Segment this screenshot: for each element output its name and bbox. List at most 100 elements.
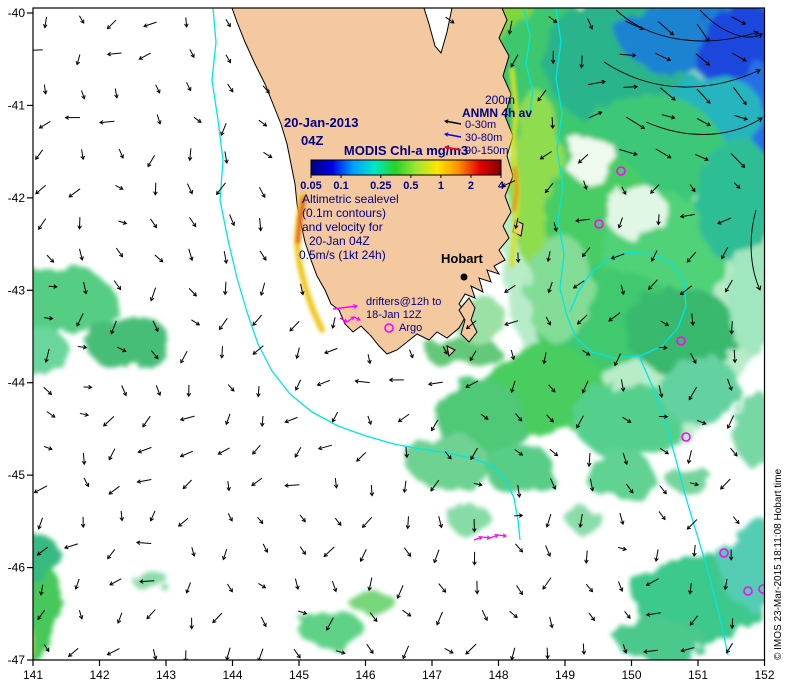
arrowhead <box>156 89 161 94</box>
velocity-arrow <box>546 414 554 423</box>
chl-patch <box>625 285 735 375</box>
velocity-arrow <box>680 213 695 218</box>
arrowhead <box>135 540 141 546</box>
arrowhead <box>465 650 470 655</box>
arrowhead <box>578 523 583 528</box>
arrowhead <box>622 190 627 196</box>
colorbar-tick-label: 1 <box>438 180 444 192</box>
velocity-arrow <box>470 447 478 460</box>
velocity-arrow <box>43 84 47 94</box>
velocity-arrow <box>324 347 338 354</box>
arrowhead <box>356 457 361 462</box>
velocity-arrow <box>620 284 625 295</box>
arrowhead <box>705 61 711 66</box>
velocity-arrow <box>227 384 235 392</box>
arrowhead <box>122 348 127 353</box>
arrowhead <box>581 252 587 258</box>
velocity-arrow <box>332 317 336 329</box>
velocity-arrow <box>730 153 745 168</box>
arrowhead <box>78 615 84 620</box>
velocity-arrow <box>35 184 47 195</box>
arrowhead <box>736 184 741 189</box>
anmn-title: ANMN 4h av <box>462 106 532 120</box>
velocity-arrow <box>180 450 193 457</box>
velocity-arrow <box>733 349 736 363</box>
arrowhead <box>741 20 747 25</box>
arrowhead <box>68 193 73 198</box>
arrowhead <box>757 33 763 39</box>
arrowhead <box>518 451 524 456</box>
arrowhead <box>501 183 507 188</box>
velocity-arrow <box>258 582 266 589</box>
velocity-arrow <box>259 250 267 261</box>
velocity-arrow <box>40 584 44 595</box>
velocity-arrow <box>402 609 411 617</box>
velocity-arrow <box>326 617 334 631</box>
velocity-arrow <box>469 350 477 361</box>
velocity-arrow <box>431 419 439 431</box>
argo-float-marker <box>616 166 626 176</box>
velocity-arrow <box>294 447 302 458</box>
velocity-arrow <box>542 577 552 590</box>
altimetry-line-3: and velocity for <box>302 220 383 234</box>
velocity-arrow <box>724 578 728 590</box>
arrowhead <box>259 291 265 297</box>
velocity-arrow <box>78 15 85 24</box>
velocity-arrow <box>259 218 262 231</box>
arrowhead <box>518 548 524 553</box>
velocity-arrow <box>577 314 588 325</box>
velocity-arrow <box>79 412 89 416</box>
arrowhead <box>260 422 265 428</box>
velocity-arrow <box>154 182 157 195</box>
arrowhead <box>217 450 222 455</box>
chl-patch <box>408 434 488 490</box>
velocity-arrow <box>480 413 489 420</box>
arrowhead <box>431 426 436 432</box>
arrowhead <box>259 519 264 525</box>
hobart-marker <box>460 273 468 281</box>
arrowhead <box>64 115 69 120</box>
velocity-arrow <box>588 453 591 467</box>
velocity-arrow <box>114 88 118 98</box>
colorbar-tick-label: 2 <box>468 180 474 192</box>
arrowhead <box>590 616 595 622</box>
altimetry-line-1: Altimetric sealevel <box>302 192 399 206</box>
velocity-arrow <box>323 546 335 557</box>
velocity-arrow <box>224 151 228 164</box>
arrowhead <box>191 552 196 557</box>
velocity-arrow <box>732 516 740 524</box>
velocity-arrow <box>227 83 234 93</box>
velocity-arrow <box>189 49 195 58</box>
argo-float-marker <box>681 432 691 442</box>
x-tick-label: 148 <box>488 668 508 682</box>
velocity-arrow <box>545 182 554 193</box>
arrowhead <box>436 621 441 626</box>
velocity-arrow <box>511 380 516 393</box>
velocity-arrow <box>643 649 658 653</box>
velocity-arrow <box>46 254 54 263</box>
velocity-arrow <box>150 350 159 359</box>
arrowhead <box>156 391 162 397</box>
velocity-arrow <box>655 52 671 61</box>
velocity-arrow <box>48 285 57 288</box>
arrowhead <box>706 122 712 127</box>
velocity-arrow <box>621 186 627 195</box>
arrowhead <box>252 321 257 327</box>
velocity-arrow <box>731 618 734 629</box>
velocity-arrow <box>185 17 188 28</box>
arrowhead <box>572 284 578 289</box>
arrowhead <box>575 218 580 223</box>
arrowhead <box>137 449 142 454</box>
arrowhead <box>219 354 225 359</box>
velocity-arrow <box>618 217 623 228</box>
arrowhead <box>353 303 358 309</box>
arrowhead <box>108 456 113 461</box>
velocity-arrow <box>108 485 120 495</box>
arrowhead <box>152 223 158 229</box>
velocity-arrow <box>720 478 731 490</box>
velocity-arrow <box>549 448 558 456</box>
velocity-arrow <box>510 54 519 68</box>
chl-patch <box>567 508 603 532</box>
arrowhead <box>742 100 747 106</box>
velocity-arrow <box>444 647 454 654</box>
